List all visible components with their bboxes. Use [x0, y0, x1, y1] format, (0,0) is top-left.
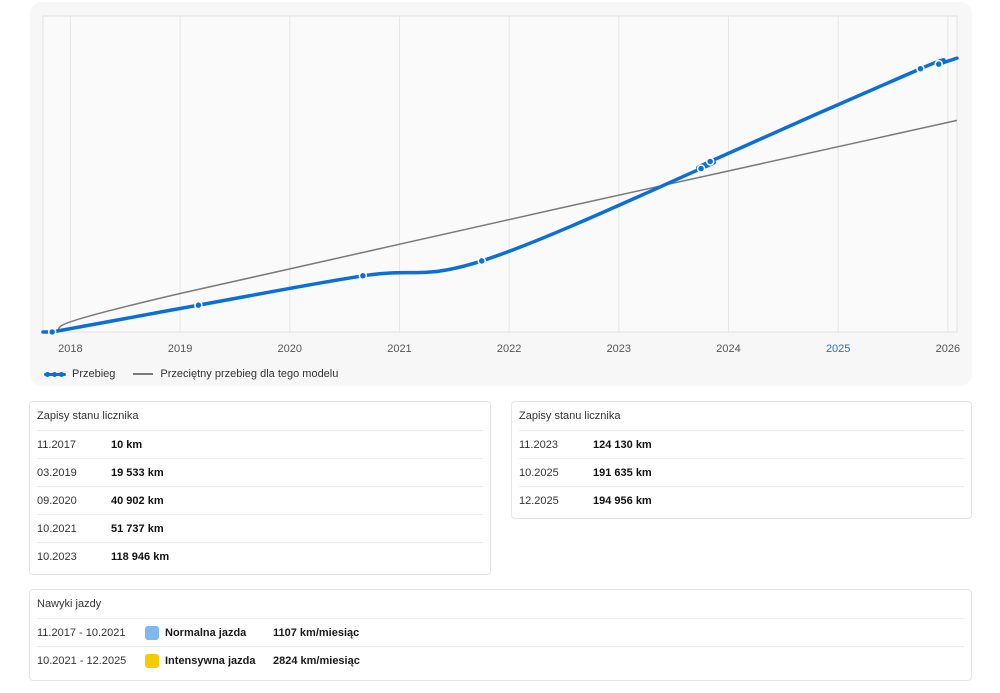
habit-period: 10.2021 - 12.2025: [37, 654, 127, 667]
mileage-point: [47, 327, 57, 337]
odometer-records-right: Zapisy stanu licznika 11.2023 124 130 km…: [511, 401, 972, 519]
record-date: 09.2020: [37, 494, 77, 507]
x-tick-label: 2023: [607, 343, 631, 355]
table-row: 10.2023 118 946 km: [37, 542, 483, 570]
legend-item-average[interactable]: Przeciętny przebieg dla tego modelu: [133, 368, 338, 380]
table-row: 10.2021 51 737 km: [37, 514, 483, 542]
x-tick-label: 2024: [716, 343, 740, 355]
table-row: 12.2025 194 956 km: [519, 486, 964, 514]
mileage-chart: 2018 2019 2020 2021 2022 2023 2024 2025 2026: [41, 15, 960, 355]
odometer-records-left: Zapisy stanu licznika 11.2017 10 km 03.2…: [29, 401, 491, 575]
table-row: 03.2019 19 533 km: [37, 458, 483, 486]
x-tick-label: 2025: [826, 343, 850, 355]
record-date: 03.2019: [37, 466, 77, 479]
record-date: 10.2025: [519, 466, 559, 479]
habit-rate: 2824 km/miesiąc: [273, 654, 360, 667]
driving-habits-card: Nawyki jazdy 11.2017 - 10.2021 Normalna …: [29, 589, 972, 681]
mileage-point: [934, 59, 943, 69]
record-km: 10 km: [111, 438, 143, 451]
x-tick-label: 2018: [58, 343, 82, 355]
table-row: 11.2023 124 130 km: [519, 430, 964, 458]
record-date: 11.2023: [519, 438, 558, 451]
habit-rate: 1107 km/miesiąc: [273, 626, 360, 639]
record-date: 12.2025: [519, 494, 559, 507]
record-km: 118 946 km: [111, 550, 170, 563]
habit-color-swatch: [145, 625, 159, 640]
legend-mileage-label: Przebieg: [72, 368, 116, 380]
mileage-point: [705, 157, 715, 166]
mileage-point: [477, 256, 486, 266]
habit-mode: Intensywna jazda: [165, 654, 256, 667]
mileage-point: [358, 271, 368, 281]
table-row: 10.2025 191 635 km: [519, 458, 964, 486]
plot-area: [42, 15, 958, 333]
record-km: 124 130 km: [593, 438, 652, 451]
record-km: 191 635 km: [593, 466, 652, 479]
x-tick-label: 2026: [936, 343, 960, 355]
x-tick-label: 2022: [497, 343, 521, 355]
habit-row: 11.2017 - 10.2021 Normalna jazda 1107 km…: [37, 618, 964, 646]
table-row: 11.2017 10 km: [37, 430, 483, 458]
legend-average-label: Przeciętny przebieg dla tego modelu: [160, 368, 339, 380]
habit-mode: Normalna jazda: [165, 626, 247, 639]
average-mileage-line: [51, 119, 958, 333]
habit-period: 11.2017 - 10.2021: [37, 626, 126, 639]
record-km: 194 956 km: [593, 494, 652, 507]
table-row: 09.2020 40 902 km: [37, 486, 483, 514]
legend-mileage-swatch: [44, 372, 66, 377]
record-date: 10.2023: [37, 550, 77, 563]
mileage-chart-card: 2018 2019 2020 2021 2022 2023 2024 2025 2026 Prz…: [30, 2, 972, 386]
mileage-line: [41, 56, 959, 334]
legend-item-mileage[interactable]: Przebieg: [44, 368, 115, 380]
record-date: 11.2017: [37, 438, 76, 451]
habit-row: 10.2021 - 12.2025 Intensywna jazda 2824 …: [37, 646, 964, 674]
legend-average-swatch: [133, 373, 154, 375]
mileage-point: [916, 64, 925, 73]
records-left-title: Zapisy stanu licznika: [37, 410, 139, 422]
mileage-point: [194, 300, 203, 310]
x-tick-label: 2019: [168, 343, 192, 355]
record-km: 19 533 km: [111, 466, 164, 479]
mileage-point: [696, 164, 706, 173]
x-tick-label: 2021: [387, 343, 411, 355]
record-km: 40 902 km: [111, 494, 164, 507]
x-tick-label: 2020: [278, 343, 302, 355]
record-date: 10.2021: [37, 522, 77, 535]
records-right-title: Zapisy stanu licznika: [519, 410, 621, 422]
chart-legend: Przebieg Przeciętny przebieg dla tego mo…: [44, 366, 356, 382]
habit-color-swatch: [145, 653, 159, 668]
habits-title: Nawyki jazdy: [37, 598, 102, 610]
record-km: 51 737 km: [111, 522, 164, 535]
